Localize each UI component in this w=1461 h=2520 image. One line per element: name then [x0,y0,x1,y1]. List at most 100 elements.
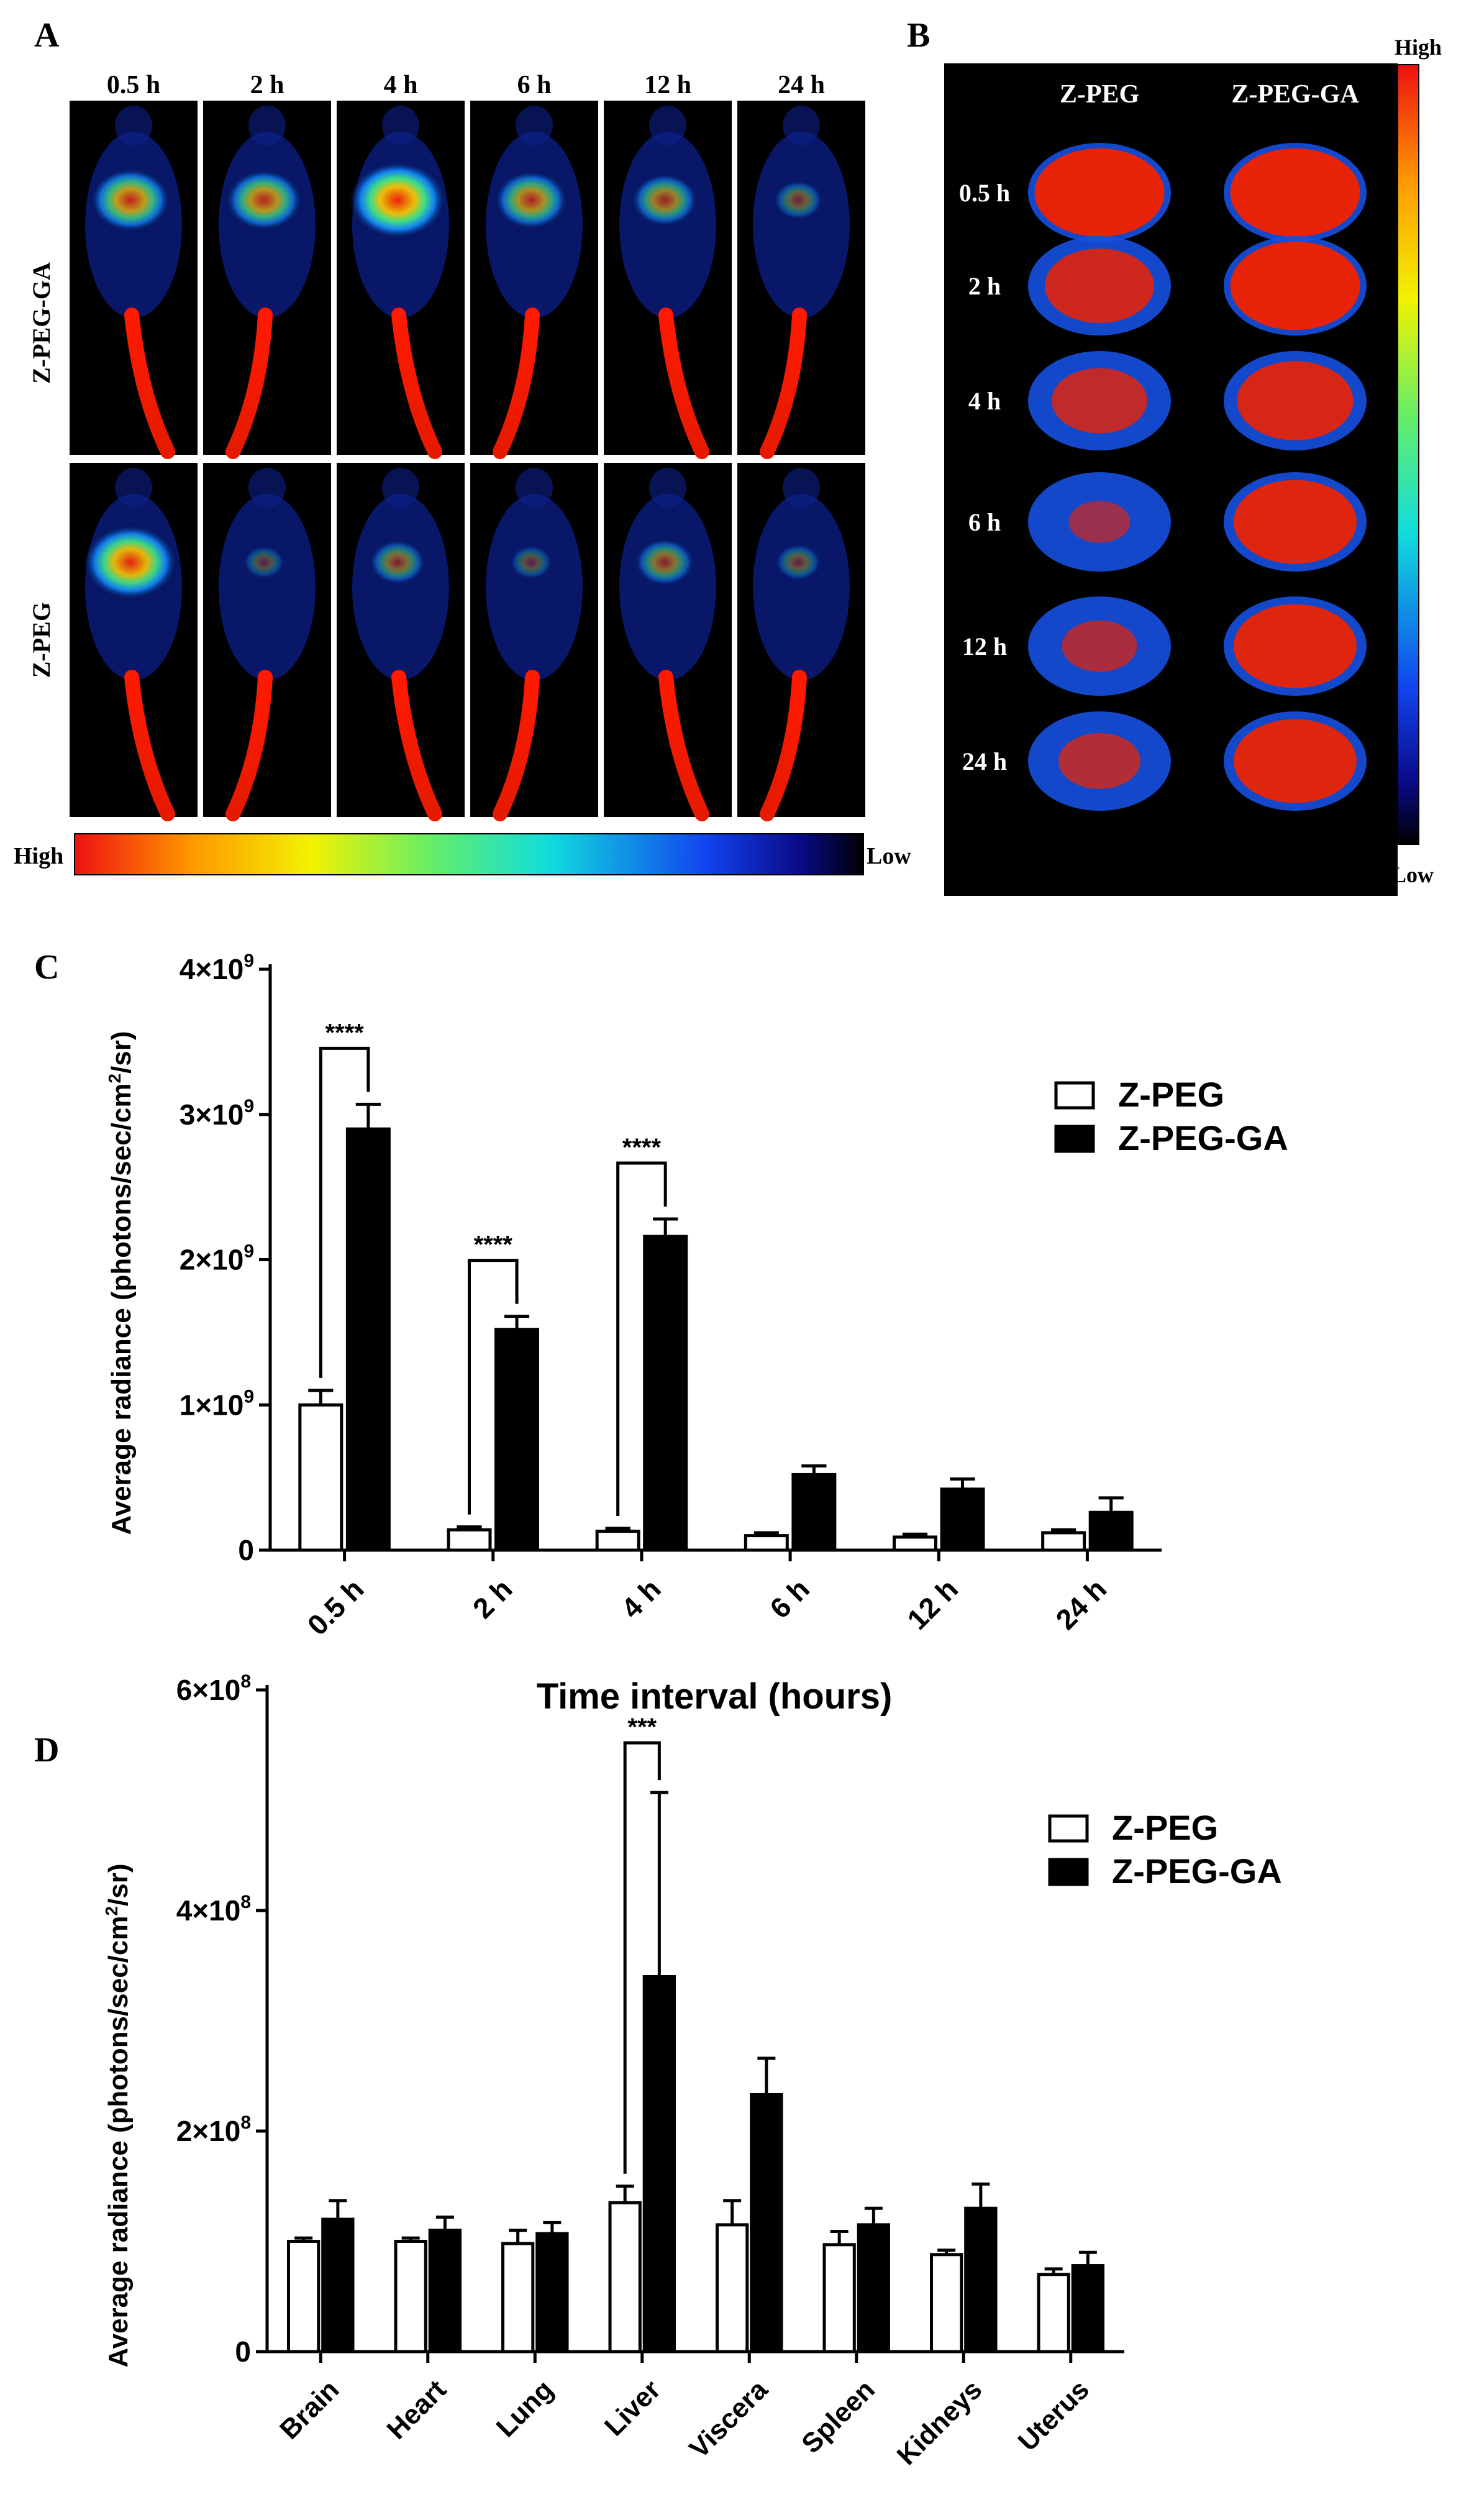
panel-d-label: D [34,1731,59,1769]
mouse-tail [391,308,442,459]
mouse-tail [124,308,175,459]
panel-b-row-label: 12 h [962,632,1007,660]
mouse-head [649,468,686,508]
x-tick-label: 4 h [615,1573,667,1625]
organ-image-z-peg-ga-6-h [1224,472,1367,572]
organ-signal [1230,148,1360,237]
x-tick-label: 24 h [1049,1573,1113,1636]
mouse-head [382,468,419,508]
bar-z-peg-ga-uterus [1071,2264,1104,2353]
bar-z-peg-ga-viscera [750,2093,783,2353]
bar-z-peg-ga-brain [321,2217,355,2353]
bar-z-peg-brain [287,2240,321,2353]
significance-label: **** [474,1231,513,1259]
x-tick-label: Kidneys [891,2374,988,2471]
panel-a-time-label: 0.5 h [107,71,160,99]
bar-z-peg-uterus [1037,2273,1070,2353]
mouse-tail [760,670,807,821]
significance-bracket [616,1161,667,1516]
panel-b-row-label: 24 h [962,747,1007,775]
significance-label: *** [627,1714,657,1741]
mouse-tail [225,670,273,821]
organ-signal [1045,249,1154,323]
signal-hotspot [509,544,553,580]
x-tick-label: Heart [381,2374,452,2445]
panel-b: B Z-PEG Z-PEG-GA 0.5 h2 h4 h6 h12 h24 h … [907,16,1442,896]
panel-b-row-label: 2 h [968,272,1001,300]
mouse-image-z-peg-ga-0-5-h [70,101,198,459]
mouse-body [753,132,850,318]
panel-b-color-scale-bar [1397,64,1419,845]
mouse-image-z-peg-24-h [737,463,865,821]
y-tick-label: 6×108 [176,1671,251,1706]
x-tick-label: Uterus [1013,2374,1095,2457]
mouse-head [248,468,286,508]
mouse-tail [124,670,175,821]
y-tick-label: 4×109 [180,951,254,985]
x-tick-label: Spleen [796,2374,881,2459]
bar-z-peg-ga-lung [535,2232,569,2353]
organ-signal [1234,480,1357,564]
panel-a-color-scale-bar [74,833,864,875]
organ-image-z-peg-2-h [1028,236,1171,336]
bar-z-peg-ga-4-h [643,1235,688,1552]
signal-hotspot [774,543,822,582]
x-tick-label: 2 h [467,1573,519,1625]
mouse-head [248,106,286,145]
panel-b-col-label-z-peg-ga: Z-PEG-GA [1231,80,1359,109]
panel-a-scale-high-label: High [14,843,63,869]
panel-a-time-label: 2 h [250,71,284,99]
organ-signal [1058,733,1140,789]
y-tick-label: 2×109 [180,1241,254,1276]
bar-z-peg-ga-heart [428,2229,462,2353]
mouse-head [649,106,686,145]
legend-swatch-z-peg-ga [1048,1858,1089,1886]
chart-c-xlabel: Time interval (hours) [537,1676,893,1717]
mouse-image-z-peg-6-h [470,463,598,821]
mouse-tail [493,308,540,459]
x-tick-label: Liver [599,2374,667,2442]
signal-hotspot [773,180,824,221]
mouse-tail [225,308,273,459]
signal-hotspot [368,539,427,586]
bar-z-peg-ga-6-h [791,1472,837,1552]
organ-image-z-peg-ga-12-h [1224,596,1367,696]
panel-a-row-label-z-peg: Z-PEG [27,602,55,678]
organ-image-z-peg-12-h [1028,596,1171,696]
legend-label-z-peg: Z-PEG [1112,1808,1218,1847]
mouse-image-z-peg-0-5-h [70,463,198,821]
bar-z-peg-viscera [716,2223,749,2353]
mouse-tail [658,670,709,821]
signal-hotspot [89,167,171,233]
organ-signal [1234,604,1357,688]
panel-b-row-label: 0.5 h [959,179,1010,207]
bar-z-peg-lung [501,2242,535,2353]
y-tick-label: 3×109 [180,1096,254,1131]
organ-image-z-peg-ga-0-5-h [1224,143,1367,242]
mouse-image-z-peg-ga-12-h [604,101,732,459]
organ-signal [1068,501,1131,543]
mouse-body [753,494,850,680]
mouse-body [486,494,583,680]
organ-signal [1052,368,1147,434]
legend-swatch-z-peg [1054,1081,1095,1110]
signal-hotspot [630,173,699,227]
bar-z-peg-liver [608,2201,642,2353]
bar-z-peg-4-h [595,1530,640,1552]
signal-hotspot [225,168,303,232]
panel-b-organ-grid: 0.5 h 2 h 4 h 6 h 12 h 24 h [959,143,1367,811]
chart-c: 0 1×109 2×109 3×109 4×109 0.5 h 2 h 4 h 6 h 12 h 2… [180,951,1288,1641]
y-tick-label: 1×109 [180,1386,254,1421]
bar-z-peg-heart [394,2240,427,2353]
bar-z-peg-12-h [893,1535,937,1552]
panel-b-scale-high-label: High [1395,35,1442,60]
x-tick-label: Lung [491,2374,560,2443]
x-tick-label: Brain [274,2374,345,2445]
mouse-image-z-peg-12-h [604,463,732,821]
organ-signal [1230,241,1360,331]
legend-label-z-peg-ga: Z-PEG-GA [1118,1118,1288,1157]
bar-z-peg-ga-spleen [857,2223,890,2353]
significance-bracket [319,1046,370,1378]
organ-image-z-peg-0-5-h [1028,143,1171,242]
organ-image-z-peg-4-h [1028,351,1171,450]
